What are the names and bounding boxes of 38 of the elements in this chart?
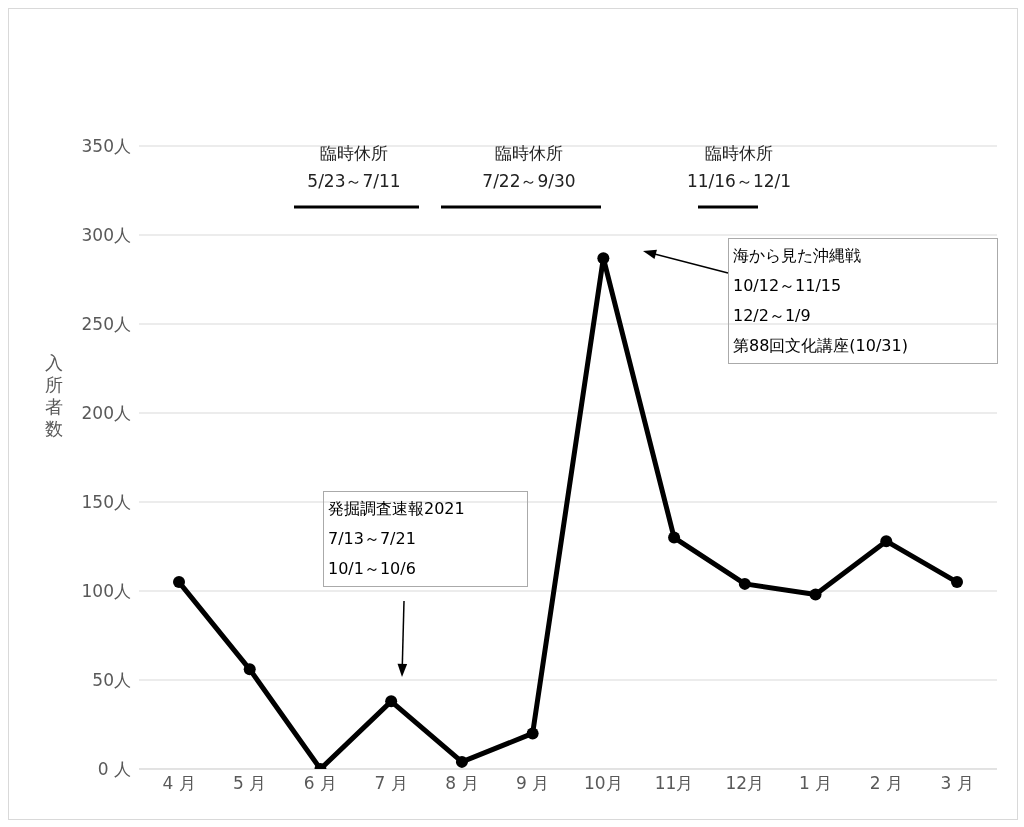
x-tick-label: 10月 bbox=[584, 773, 623, 794]
y-tick-label: 250人 bbox=[81, 314, 131, 335]
annotation: 臨時休所 5/23～7/11 bbox=[307, 143, 401, 191]
y-tick-label: 350人 bbox=[81, 136, 131, 157]
annotation: 臨時休所 11/16～12/1 bbox=[686, 143, 792, 191]
y-tick-label: 50人 bbox=[92, 670, 131, 691]
y-tick-label: 100人 bbox=[81, 581, 131, 602]
point bbox=[455, 755, 468, 768]
annotation: 臨時休所 7/22～9/30 bbox=[482, 143, 576, 191]
annotation: 海から見た沖縄戦 10/12～11/15 12/2～1/9 第88回文化講座(10/31) bbox=[733, 245, 909, 357]
point bbox=[951, 576, 963, 589]
point bbox=[385, 695, 398, 708]
point bbox=[809, 588, 822, 601]
point bbox=[243, 663, 256, 676]
y-tick-label: 150人 bbox=[81, 492, 131, 513]
x-tick-label: 2 月 bbox=[869, 773, 903, 794]
point bbox=[526, 727, 539, 740]
x-tick-label: 3 月 bbox=[940, 773, 974, 794]
x-tick-label: 6 月 bbox=[303, 773, 338, 794]
point bbox=[880, 535, 893, 548]
y-tick-label: 300人 bbox=[81, 225, 131, 246]
note-box: 発掘調査速報2021 7/13～7/21 10/1～10/6 bbox=[323, 491, 528, 587]
point bbox=[738, 577, 751, 590]
point bbox=[668, 531, 681, 544]
x-tick-label: 12月 bbox=[725, 773, 765, 794]
x-tick-label: 1 月 bbox=[798, 773, 833, 794]
x-tick-label: 4 月 bbox=[162, 773, 196, 794]
x-tick-label: 11月 bbox=[654, 773, 694, 794]
y-axis-title: 入所者数 bbox=[45, 352, 63, 439]
point bbox=[173, 576, 185, 589]
y-tick-label: 200人 bbox=[81, 403, 131, 424]
x-tick-label: 5 月 bbox=[233, 773, 267, 794]
annotation: 発掘調査速報2021 7/13～7/21 10/1～10/6 bbox=[328, 498, 466, 580]
x-tick-label: 7 月 bbox=[374, 773, 408, 794]
note-box: 海から見た沖縄戦 10/12～11/15 12/2～1/9 第88回文化講座(10/31) bbox=[728, 238, 998, 364]
x-tick-label: 9 月 bbox=[516, 773, 550, 794]
x-tick-label: 8 月 bbox=[445, 773, 479, 794]
y-tick-label: 0 人 bbox=[97, 759, 131, 780]
